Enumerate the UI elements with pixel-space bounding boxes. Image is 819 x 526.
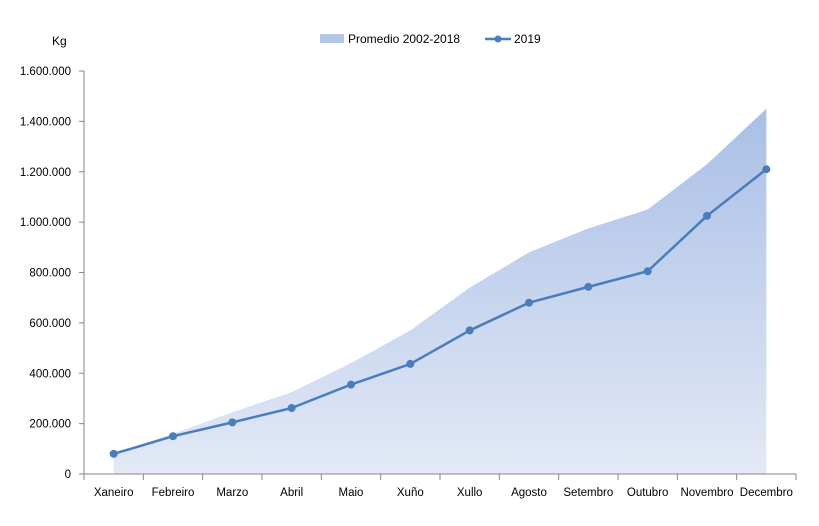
legend-swatch-area: [320, 34, 344, 43]
y-axis: 0 200.000 400.000 600.000 800.000 1.000.000 1.…: [20, 66, 85, 481]
legend-label-area: Promedio 2002-2018: [348, 32, 460, 46]
x-tick-label-novembro: Novembro: [680, 487, 733, 499]
x-tick-label-abril: Abril: [280, 487, 303, 499]
y-tick-label: 1.200.000: [20, 167, 71, 179]
y-tick-label: 1.000.000: [20, 217, 71, 229]
point-2019-agosto: [525, 298, 533, 307]
y-tick-label: 1.400.000: [20, 116, 71, 128]
x-tick-label-agosto: Agosto: [511, 487, 547, 499]
legend: Promedio 2002-2018 2019: [320, 32, 541, 46]
point-2019-maio: [347, 380, 355, 389]
x-tick-label-xullo: Xullo: [457, 487, 483, 499]
x-tick-label-decembro: Decembro: [740, 487, 793, 499]
legend-swatch-marker: [494, 35, 502, 43]
y-axis-label: Kg: [52, 34, 67, 48]
series-line-2019: [113, 168, 768, 456]
y-tick-label: 0: [65, 469, 71, 481]
point-2019-xuño: [406, 359, 415, 368]
point-2019-marzo: [228, 418, 237, 427]
y-tick-label: 400.000: [29, 368, 71, 380]
point-2019-novembro: [703, 211, 711, 220]
x-tick-label-febreiro: Febreiro: [152, 487, 195, 499]
point-2019-xullo: [465, 326, 474, 335]
x-axis: Xaneiro Febreiro Marzo Abril Maio Xuño Xullo Ag…: [83, 473, 797, 499]
y-tick-label: 1.600.000: [20, 66, 71, 78]
point-2019-abril: [287, 404, 296, 413]
point-2019-setembro: [584, 282, 593, 291]
y-tick-label: 800.000: [29, 268, 71, 280]
x-tick-label-xaneiro: Xaneiro: [94, 487, 134, 499]
series-area-promedio: [113, 108, 767, 474]
y-tick-label: 600.000: [29, 318, 71, 330]
point-2019-febreiro: [169, 432, 177, 441]
x-tick-label-setembro: Setembro: [563, 487, 613, 499]
plot-area: [109, 108, 771, 474]
x-tick-label-xuño: Xuño: [397, 487, 424, 499]
x-tick-label-outubro: Outubro: [627, 487, 669, 499]
legend-label-line: 2019: [514, 32, 541, 46]
point-2019-xaneiro: [109, 449, 118, 458]
point-2019-decembro: [762, 165, 771, 174]
point-2019-outubro: [643, 267, 652, 276]
y-tick-label: 200.000: [29, 419, 71, 431]
x-tick-label-maio: Maio: [339, 487, 364, 499]
x-tick-label-marzo: Marzo: [216, 487, 248, 499]
